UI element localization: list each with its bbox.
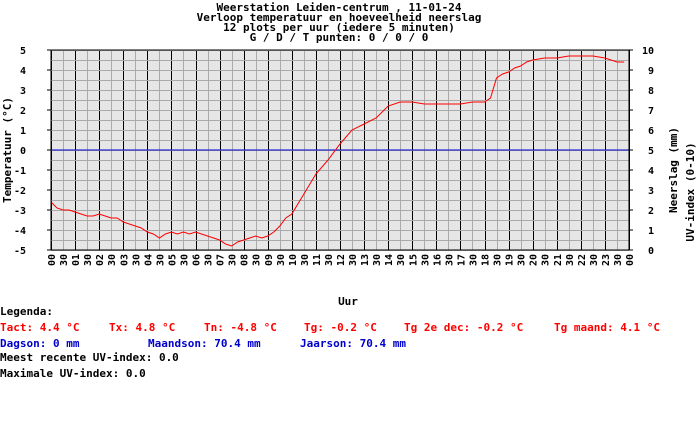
y-axis-right-label-precipitation: Neerslag (mm) [667,127,680,213]
x-tick-label: 30 [179,254,190,266]
temperature-series-line [50,55,625,247]
chart-title-line-4: G / D / T punten: 0 / 0 / 0 [250,31,429,44]
x-tick-label: 30 [300,254,311,266]
x-tick-label: 30 [517,254,528,266]
y-tick-label-right: 0 [648,246,654,257]
x-tick-label: 30 [444,254,455,266]
y-tick-label-left: -1 [14,166,26,177]
x-tick-label: 30 [613,254,624,266]
y-axis-left-ticks: 5 4 3 2 1 0 -1 -2 -3 -4 -5 [14,46,51,257]
chart-title-line-2: Verloop temperatuur en hoeveelheid neers… [197,11,482,24]
y-tick-label-left: 2 [20,106,26,117]
legend-heading: Legenda: [0,305,53,318]
legend-dagson: Dagson: 0 mm [0,337,80,350]
x-tick-label: 17 [456,254,467,266]
x-tick-label: 22 [577,254,588,266]
x-tick-label: 30 [276,254,287,266]
x-tick-label: 30 [107,254,118,266]
x-tick-label: 18 [481,254,492,266]
x-tick-label: 30 [324,254,335,266]
x-tick-label: 07 [216,254,227,266]
x-tick-label: 13 [360,254,371,266]
y-tick-label-left: -5 [14,246,26,257]
chart-title-line-1: Weerstation Leiden-centrum , 11-01-24 [216,1,461,14]
x-tick-label: 10 [288,254,299,266]
x-tick-label: 15 [408,254,419,266]
y-tick-label-left: -2 [14,186,26,197]
chart-title-block: Weerstation Leiden-centrum , 11-01-24 Ve… [197,1,482,44]
y-tick-label-left: 3 [20,86,26,97]
legend-uv-recent: Meest recente UV-index: 0.0 [0,351,179,364]
y-tick-label-right: 8 [648,86,654,97]
x-tick-label: 30 [252,254,263,266]
y-tick-label-right: 9 [648,66,654,77]
temperature-chart: Weerstation Leiden-centrum , 11-01-24 Ve… [1,1,697,308]
x-tick-label: 30 [131,254,142,266]
y-tick-label-left: 1 [20,126,26,137]
y-axis-left-label: Temperatuur (°C) [1,97,14,203]
y-tick-label-right: 1 [648,226,654,237]
legend-tg-2e-dec: Tg 2e dec: -0.2 °C [404,321,524,334]
x-tick-label: 21 [553,254,564,266]
y-tick-label-right: 6 [648,126,654,137]
legend-maandson: Maandson: 70.4 mm [148,337,261,350]
x-tick-label: 30 [420,254,431,266]
y-tick-label-right: 5 [648,146,654,157]
x-tick-label: 20 [529,254,540,266]
x-tick-label: 08 [240,254,251,266]
x-tick-label: 23 [601,254,612,266]
x-tick-label: 30 [59,254,70,266]
y-tick-label-left: 4 [20,66,26,77]
x-tick-label: 06 [192,254,203,266]
y-tick-label-right: 3 [648,186,654,197]
y-axis-right-label-uv: UV-index (0-10) [684,142,697,241]
y-tick-label-left: 5 [20,46,26,57]
x-tick-label: 14 [384,254,395,266]
y-tick-label-left: -4 [14,226,26,237]
x-tick-label: 12 [336,254,347,266]
x-tick-label: 03 [119,254,130,266]
x-tick-label: 30 [155,254,166,266]
y-tick-label-right: 7 [648,106,654,117]
x-tick-label: 30 [204,254,215,266]
legend-tg: Tg: -0.2 °C [304,321,377,334]
x-tick-label: 00 [625,254,636,266]
x-tick-label: 01 [71,254,82,266]
x-tick-label: 30 [372,254,383,266]
x-tick-label: 11 [312,254,323,266]
x-tick-label: 30 [589,254,600,266]
x-tick-label: 30 [565,254,576,266]
y-tick-label-right: 10 [642,46,654,57]
x-tick-label: 19 [505,254,516,266]
legend-tx: Tx: 4.8 °C [109,321,176,334]
legend-tg-maand: Tg maand: 4.1 °C [554,321,660,334]
x-tick-label: 04 [143,254,154,266]
x-tick-label: 30 [493,254,504,266]
x-axis-ticks: 00 30 01 30 02 30 03 30 04 30 05 30 06 30 07 30 08 30 09 30… [47,254,636,266]
y-tick-label-left: 0 [20,146,26,157]
x-tick-label: 05 [167,254,178,266]
x-axis-label: Uur [338,295,358,308]
x-tick-label: 30 [396,254,407,266]
x-tick-label: 02 [95,254,106,266]
x-tick-label: 30 [541,254,552,266]
legend-tact: Tact: 4.4 °C [0,321,80,334]
x-tick-label: 30 [348,254,359,266]
x-tick-label: 30 [468,254,479,266]
y-tick-label-right: 2 [648,206,654,217]
y-tick-label-left: -3 [14,206,26,217]
legend-uv-max: Maximale UV-index: 0.0 [0,367,146,380]
x-tick-label: 30 [83,254,94,266]
x-tick-label: 30 [228,254,239,266]
legend-jaarson: Jaarson: 70.4 mm [300,337,406,350]
x-tick-label: 00 [47,254,58,266]
y-tick-label-right: 4 [648,166,654,177]
chart-title-line-3: 12 plots per uur (iedere 5 minuten) [223,21,455,34]
x-tick-label: 09 [264,254,275,266]
legend-tn: Tn: -4.8 °C [204,321,277,334]
x-tick-label: 16 [432,254,443,266]
